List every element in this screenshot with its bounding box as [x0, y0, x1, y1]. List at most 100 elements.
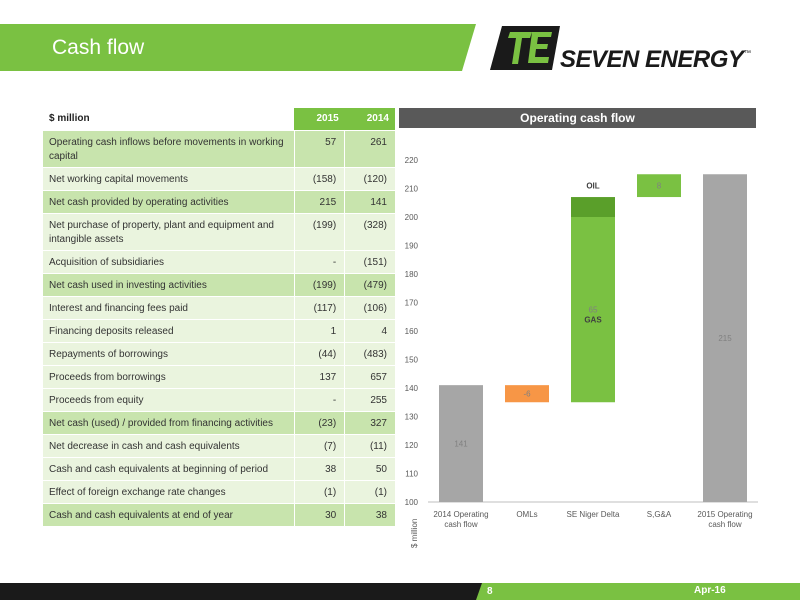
- bar: [505, 385, 549, 403]
- bar: [571, 217, 615, 403]
- y-tick-label: 220: [405, 156, 419, 165]
- table-row: Proceeds from borrowings 137 657: [43, 365, 395, 389]
- table-row: Effect of foreign exchange rate changes(…: [43, 480, 395, 504]
- value-2015: (199): [293, 213, 345, 251]
- y-tick-label: 200: [405, 213, 419, 222]
- value-2014: 261: [344, 130, 395, 168]
- value-2014: (11): [344, 434, 395, 458]
- value-2015: 38: [293, 457, 345, 481]
- value-2015: -: [293, 388, 345, 412]
- y-tick-label: 210: [405, 185, 419, 194]
- value-2015: (44): [293, 342, 345, 366]
- table-row: Repayments of borrowings (44) (483): [43, 342, 395, 366]
- y-tick-label: 170: [405, 299, 419, 308]
- x-tick-label: SE Niger Delta: [567, 510, 620, 519]
- value-2015: -: [293, 250, 345, 274]
- table-row: Net cash used in investing activities (19…: [43, 273, 395, 297]
- value-2015: (158): [293, 167, 345, 191]
- data-label: 8: [657, 182, 662, 191]
- row-label: Financing deposits released: [43, 319, 295, 343]
- row-label: Net decrease in cash and cash equivalent…: [43, 434, 295, 458]
- row-label: Net cash provided by operating activitie…: [43, 190, 295, 214]
- table-row: Net working capital movements (158) (120): [43, 167, 395, 191]
- value-2015: 30: [293, 503, 345, 527]
- value-2015: (199): [293, 273, 345, 297]
- table-row: Proceeds from equity -255: [43, 388, 395, 412]
- cash-flow-table: $ million 2015 2014 Operating cash inflo…: [43, 108, 395, 527]
- column-header-2015: 2015: [294, 108, 345, 131]
- table-row: Net purchase of property, plant and equi…: [43, 213, 395, 251]
- bar: [703, 174, 747, 502]
- row-label: Proceeds from equity: [43, 388, 295, 412]
- row-label: Net cash used in investing activities: [43, 273, 295, 297]
- table-header-row: $ million 2015 2014: [43, 108, 395, 131]
- value-2015: (23): [293, 411, 345, 435]
- value-2015: (117): [293, 296, 345, 320]
- y-tick-label: 100: [405, 498, 419, 507]
- y-tick-label: 180: [405, 270, 419, 279]
- operating-cash-flow-chart: 100 110 120 130 140 150 160 170 180 190 200 210 220 1…: [405, 156, 758, 548]
- table-row: Net cash (used) / provided from financin…: [43, 411, 395, 435]
- row-label: Net working capital movements: [43, 167, 295, 191]
- row-label: Proceeds from borrowings: [43, 365, 295, 389]
- value-2014: (328): [344, 213, 395, 251]
- value-2014: (106): [344, 296, 395, 320]
- table-row: Cash and cash equivalents at beginning o…: [43, 457, 395, 481]
- column-header-2014: 2014: [344, 108, 395, 131]
- data-label: 65: [589, 306, 598, 315]
- table-row: Cash and cash equivalents at end of year…: [43, 503, 395, 527]
- row-label: Acquisition of subsidiaries: [43, 250, 295, 274]
- y-tick-label: 140: [405, 384, 419, 393]
- logo-trademark: ™: [744, 50, 751, 57]
- value-2014: 657: [344, 365, 395, 389]
- y-tick-label: 110: [405, 470, 418, 479]
- value-2014: 141: [344, 190, 395, 214]
- data-label: 215: [718, 334, 732, 343]
- value-2014: (479): [344, 273, 395, 297]
- row-label: Interest and financing fees paid: [43, 296, 295, 320]
- y-tick-label: 190: [405, 242, 419, 251]
- y-tick-label: 130: [405, 413, 419, 422]
- value-2014: (151): [344, 250, 395, 274]
- value-2015: 57: [293, 130, 345, 168]
- row-label: Repayments of borrowings: [43, 342, 295, 366]
- unit-label: $ million: [43, 108, 295, 131]
- y-tick-label: 160: [405, 327, 419, 336]
- y-axis-title: $ million: [410, 519, 419, 548]
- x-tick-label: 2015 Operating cash flow: [697, 510, 752, 529]
- x-tick-label: OMLs: [516, 510, 537, 519]
- value-2014: 4: [344, 319, 395, 343]
- row-label: Net purchase of property, plant and equi…: [43, 213, 295, 251]
- value-2015: 215: [293, 190, 345, 214]
- value-2014: 255: [344, 388, 395, 412]
- value-2015: 137: [293, 365, 345, 389]
- row-label: Cash and cash equivalents at end of year: [43, 503, 295, 527]
- bar: [439, 385, 483, 502]
- y-tick-label: 120: [405, 441, 419, 450]
- row-label: Cash and cash equivalents at beginning o…: [43, 457, 295, 481]
- value-2014: (1): [344, 480, 395, 504]
- value-2015: (1): [293, 480, 345, 504]
- footer-date: Apr-16: [694, 585, 726, 596]
- x-tick-label: S,G&A: [647, 510, 672, 519]
- logo-wordmark: SEVEN ENERGY: [560, 46, 744, 73]
- value-2014: (483): [344, 342, 395, 366]
- bar: [571, 197, 615, 217]
- data-label: 141: [454, 440, 468, 449]
- value-2014: (120): [344, 167, 395, 191]
- footer-accent: [476, 583, 800, 600]
- table-row: Net cash provided by operating activitie…: [43, 190, 395, 214]
- segment-annotation: OIL: [586, 182, 599, 191]
- page-title: Cash flow: [52, 36, 145, 59]
- row-label: Operating cash inflows before movements …: [43, 130, 295, 168]
- table-row: Interest and financing fees paid (117) (10…: [43, 296, 395, 320]
- chart-title: Operating cash flow: [399, 108, 756, 128]
- row-label: Effect of foreign exchange rate changes: [43, 480, 295, 504]
- table-row: Financing deposits released 1 4: [43, 319, 395, 343]
- table-row: Acquisition of subsidiaries - (151): [43, 250, 395, 274]
- seven-energy-logo-icon: [490, 26, 560, 70]
- page-number: 8: [487, 586, 493, 597]
- value-2014: 38: [344, 503, 395, 527]
- data-label: -6: [523, 390, 531, 399]
- row-label: Net cash (used) / provided from financin…: [43, 411, 295, 435]
